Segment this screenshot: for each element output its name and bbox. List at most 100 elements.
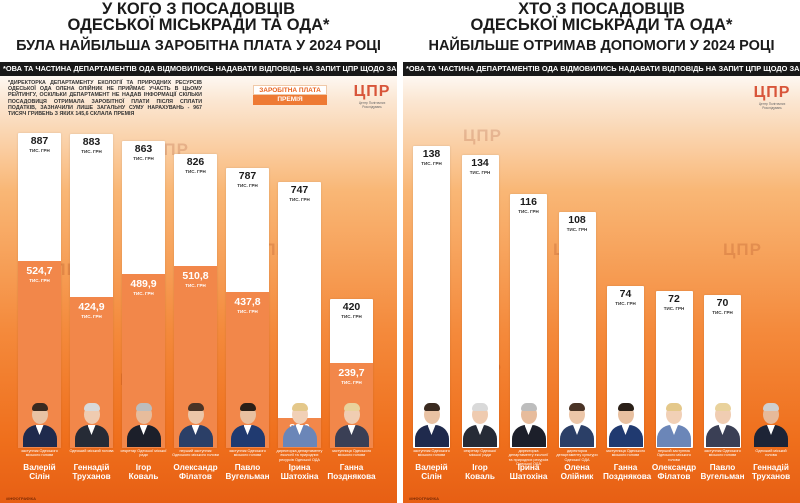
value-label-left-4: 787 xyxy=(238,170,257,183)
salary-disclaimer-bar: *ОВА ТА ЧАСТИНА ДЕПАРТАМЕНТІВ ОДА ВІДМОВ… xyxy=(0,62,397,76)
value-unit-left-4: ТИС. ГРН xyxy=(237,183,258,189)
person-left-4-photo-hair xyxy=(239,403,256,411)
name-left-6: Ганна Позднякова xyxy=(326,463,377,481)
value-unit-right-4: ТИС. ГРН xyxy=(615,301,636,307)
name-right-4: Ганна Позднякова xyxy=(603,463,651,481)
bar-left-1: 424,9 ТИС. ГРН xyxy=(70,134,113,448)
person-right-4-photo-collar xyxy=(621,425,630,435)
person-right-3-photo xyxy=(558,401,596,447)
name-left-4: Павло Вугельман xyxy=(222,463,273,481)
bonus-unit-left-3: ТИС. ГРН xyxy=(185,283,206,289)
person-right-4-photo-hair xyxy=(617,403,634,411)
name-first-right-4: Ганна xyxy=(613,463,638,472)
value-unit-left-2: ТИС. ГРН xyxy=(133,156,154,162)
caption-right-6: заступник Одеського міського голови xyxy=(704,449,741,458)
person-right-5-photo-body xyxy=(657,425,691,447)
value-unit-left-3: ТИС. ГРН xyxy=(185,169,206,175)
value-unit-right-2: ТИС. ГРН xyxy=(518,209,539,215)
person-right-5-photo-collar xyxy=(670,425,678,435)
name-first-left-1: Геннадій xyxy=(73,463,110,472)
person-left-0-photo xyxy=(21,401,59,447)
bar-left-3: 510,8 ТИС. ГРН xyxy=(174,154,217,448)
bonus-label-left-3: 510,8 xyxy=(182,270,209,283)
value-label-right-0: 138 xyxy=(422,148,441,161)
name-right-2: Ірина Шатохіна xyxy=(506,463,551,481)
value-label-right-4: 74 xyxy=(619,288,632,301)
cpr-logo-right: ЦПР Центр Політичних Розслідувань xyxy=(750,84,794,110)
name-right-0: Валерій Сілін xyxy=(409,463,454,481)
name-first-right-1: Ігор xyxy=(472,463,488,472)
person-left-0-photo-body xyxy=(22,425,57,447)
salary-footnote: *ДИРЕКТОРКА ДЕПАРТАМЕНТУ ЕКОЛОГІЇ ТА ПРИ… xyxy=(8,80,202,118)
name-right-5: Олександр Філатов xyxy=(652,463,697,481)
name-right-7: Геннадій Труханов xyxy=(749,463,794,481)
person-left-4-photo xyxy=(229,401,267,447)
person-right-6-photo-hair xyxy=(714,403,731,411)
name-left-1: Геннадій Труханов xyxy=(66,463,117,481)
person-left-4-photo-body xyxy=(230,425,265,447)
person-left-5-photo-collar xyxy=(295,425,304,435)
value-unit-left-1: ТИС. ГРН xyxy=(81,149,102,155)
person-right-6-photo-collar xyxy=(718,425,727,435)
aid-panel: ХТО З ПОСАДОВЦІВ ОДЕСЬКОЇ МІСЬКРАДИ ТА О… xyxy=(403,0,800,503)
bar-right-0 xyxy=(413,146,450,448)
person-right-0-photo-hair xyxy=(423,403,440,411)
aid-footer: #ІНФОГРАФІКА xyxy=(409,496,439,501)
name-last-right-6: Вугельман xyxy=(700,472,745,481)
salary-title-line2: ОДЕСЬКОЇ МІСЬКРАДИ ТА ОДА* xyxy=(67,16,330,34)
value-label-left-5: 747 xyxy=(290,184,309,197)
value-unit-left-6: ТИС. ГРН xyxy=(341,313,362,319)
bonus-label-left-0: 524,7 xyxy=(26,265,53,278)
person-left-1-photo-body xyxy=(74,425,109,447)
caption-left-0: заступник Одеського міського голови xyxy=(21,449,58,458)
name-last-right-5: Філатов xyxy=(657,472,691,481)
person-left-3-photo xyxy=(177,401,215,447)
person-left-3-photo-hair xyxy=(187,403,204,411)
person-left-6-photo-hair xyxy=(343,403,360,411)
person-left-2-photo xyxy=(125,401,163,447)
person-left-0-photo-hair xyxy=(31,403,48,411)
person-right-4-photo-body xyxy=(608,425,643,447)
value-unit-right-3: ТИС. ГРН xyxy=(566,226,588,232)
caption-right-5: перший заступник Одеського міського голо… xyxy=(657,449,691,462)
name-last-left-2: Коваль xyxy=(128,472,159,481)
salary-title-line1: У КОГО З ПОСАДОВЦІВ xyxy=(101,0,295,18)
person-right-3-photo-hair xyxy=(569,403,585,411)
bonus-label-left-6: 239,7 xyxy=(338,366,365,379)
caption-right-4: заступниця Одеського міського голови xyxy=(605,449,646,458)
name-first-left-0: Валерій xyxy=(23,463,56,472)
caption-left-5: директорка департаменту екології та прир… xyxy=(276,449,323,462)
cpr-logo-text: ЦПР xyxy=(353,83,391,100)
aid-title-line1: ХТО З ПОСАДОВЦІВ xyxy=(518,0,685,18)
person-right-6-photo xyxy=(704,401,742,447)
name-last-left-3: Філатов xyxy=(179,472,212,481)
person-right-2-photo-collar xyxy=(524,425,533,435)
person-left-5-photo xyxy=(281,401,319,447)
person-left-0-photo-collar xyxy=(35,425,44,435)
name-first-left-6: Ганна xyxy=(339,463,364,472)
person-left-6-photo xyxy=(333,401,371,447)
person-right-6-photo-body xyxy=(705,425,740,447)
person-right-7-photo-body xyxy=(754,425,788,447)
salary-legend: ЗАРОБІТНА ПЛАТА ПРЕМІЯ xyxy=(253,85,327,105)
name-last-right-7: Труханов xyxy=(751,472,791,481)
person-right-1-photo-hair xyxy=(472,403,488,411)
name-right-1: Ігор Коваль xyxy=(458,463,503,481)
bonus-label-left-2: 489,9 xyxy=(130,277,157,290)
person-right-2-photo xyxy=(510,401,548,447)
value-unit-left-0: ТИС. ГРН xyxy=(29,147,50,153)
name-last-right-0: Сілін xyxy=(421,472,442,481)
value-label-right-1: 134 xyxy=(471,157,489,170)
person-right-3-photo-body xyxy=(560,425,594,447)
name-left-2: Ігор Коваль xyxy=(118,463,169,481)
bonus-unit-left-6: ТИС. ГРН xyxy=(341,379,362,385)
person-right-0-photo-collar xyxy=(427,425,436,435)
name-first-left-5: Ірина xyxy=(288,463,311,472)
bonus-label-left-1: 424,9 xyxy=(78,300,105,313)
caption-right-1: секретар Одеської міської ради xyxy=(463,449,497,458)
caption-left-6: заступниця Одеського міського голови xyxy=(331,449,372,458)
aid-disclaimer-bar: *ОВА ТА ЧАСТИНА ДЕПАРТАМЕНТІВ ОДА ВІДМОВ… xyxy=(403,62,800,76)
name-left-0: Валерій Сілін xyxy=(14,463,65,481)
caption-left-2: секретар Одеської міської ради xyxy=(120,449,167,458)
